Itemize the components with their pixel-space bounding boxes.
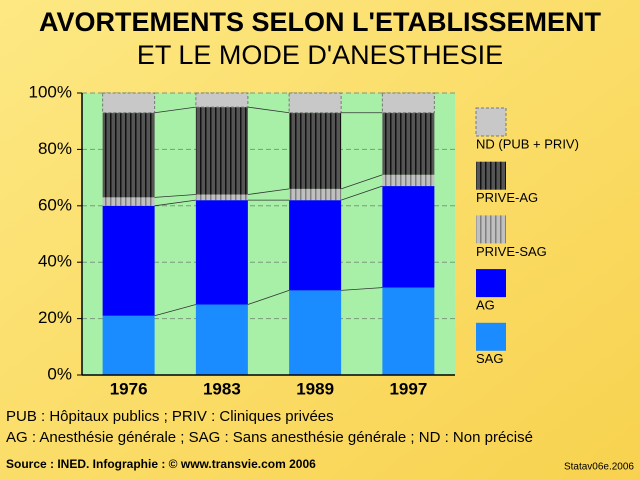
bar-segment bbox=[382, 287, 435, 375]
credit: Statav06e.2006 bbox=[564, 462, 634, 473]
connector-line bbox=[341, 287, 383, 291]
legend-swatch bbox=[476, 322, 506, 351]
bar-segment bbox=[195, 200, 248, 305]
x-tick-label: 1976 bbox=[110, 379, 148, 398]
y-tick-label: 20% bbox=[38, 308, 72, 327]
legend-label: PRIVE-SAG bbox=[476, 244, 547, 259]
bar-segment bbox=[102, 197, 155, 206]
connector-line bbox=[247, 188, 290, 195]
chart-title: AVORTEMENTS SELON L'ETABLISSEMENT bbox=[39, 7, 601, 37]
bar-segment bbox=[102, 112, 155, 198]
chart-subtitle: ET LE MODE D'ANESTHESIE bbox=[137, 40, 503, 70]
connector-line bbox=[340, 185, 383, 201]
bar-segment bbox=[289, 200, 342, 291]
bar-segment bbox=[195, 107, 248, 195]
note: PUB : Hôpitaux publics ; PRIV : Clinique… bbox=[6, 408, 334, 425]
connector-line bbox=[154, 304, 196, 317]
bar-segment bbox=[195, 194, 248, 201]
connector-line bbox=[154, 199, 196, 207]
y-tick-label: 80% bbox=[38, 139, 72, 158]
y-tick-label: 100% bbox=[29, 82, 72, 101]
bar-segment bbox=[382, 186, 435, 288]
legend-swatch bbox=[476, 161, 506, 190]
y-tick-label: 0% bbox=[47, 364, 72, 383]
bar-segment bbox=[102, 92, 156, 114]
legend-label: AG bbox=[476, 298, 495, 313]
x-tick-label: 1997 bbox=[389, 379, 427, 398]
bar-segment bbox=[102, 205, 155, 316]
x-tick-label: 1983 bbox=[203, 379, 241, 398]
bar-segment bbox=[288, 92, 342, 114]
legend-label: PRIVE-AG bbox=[476, 190, 538, 205]
bar-segment bbox=[195, 304, 248, 375]
bar-segment bbox=[289, 290, 342, 375]
y-tick-label: 60% bbox=[38, 195, 72, 214]
bar-segment bbox=[195, 92, 249, 108]
x-tick-label: 1989 bbox=[296, 379, 334, 398]
note: AG : Anesthésie générale ; SAG : Sans an… bbox=[6, 429, 533, 446]
bar-segment bbox=[382, 174, 435, 187]
connector-line bbox=[247, 290, 290, 305]
connector-line bbox=[154, 194, 196, 198]
bar-segment bbox=[382, 112, 435, 175]
bar-segment bbox=[289, 188, 342, 201]
y-tick-label: 40% bbox=[38, 252, 72, 271]
connector-line bbox=[340, 174, 383, 190]
legend-swatch bbox=[476, 215, 506, 244]
connector-line bbox=[154, 106, 196, 114]
bar-segment bbox=[102, 315, 155, 375]
legend-label: SAG bbox=[476, 351, 503, 366]
source: Source : INED. Infographie : © www.trans… bbox=[6, 457, 316, 471]
legend-label: ND (PUB + PRIV) bbox=[476, 136, 579, 151]
legend-swatch bbox=[475, 107, 507, 137]
legend-swatch bbox=[476, 269, 506, 298]
connector-line bbox=[247, 106, 290, 114]
bar-segment bbox=[381, 92, 435, 114]
bar-segment bbox=[289, 112, 342, 189]
